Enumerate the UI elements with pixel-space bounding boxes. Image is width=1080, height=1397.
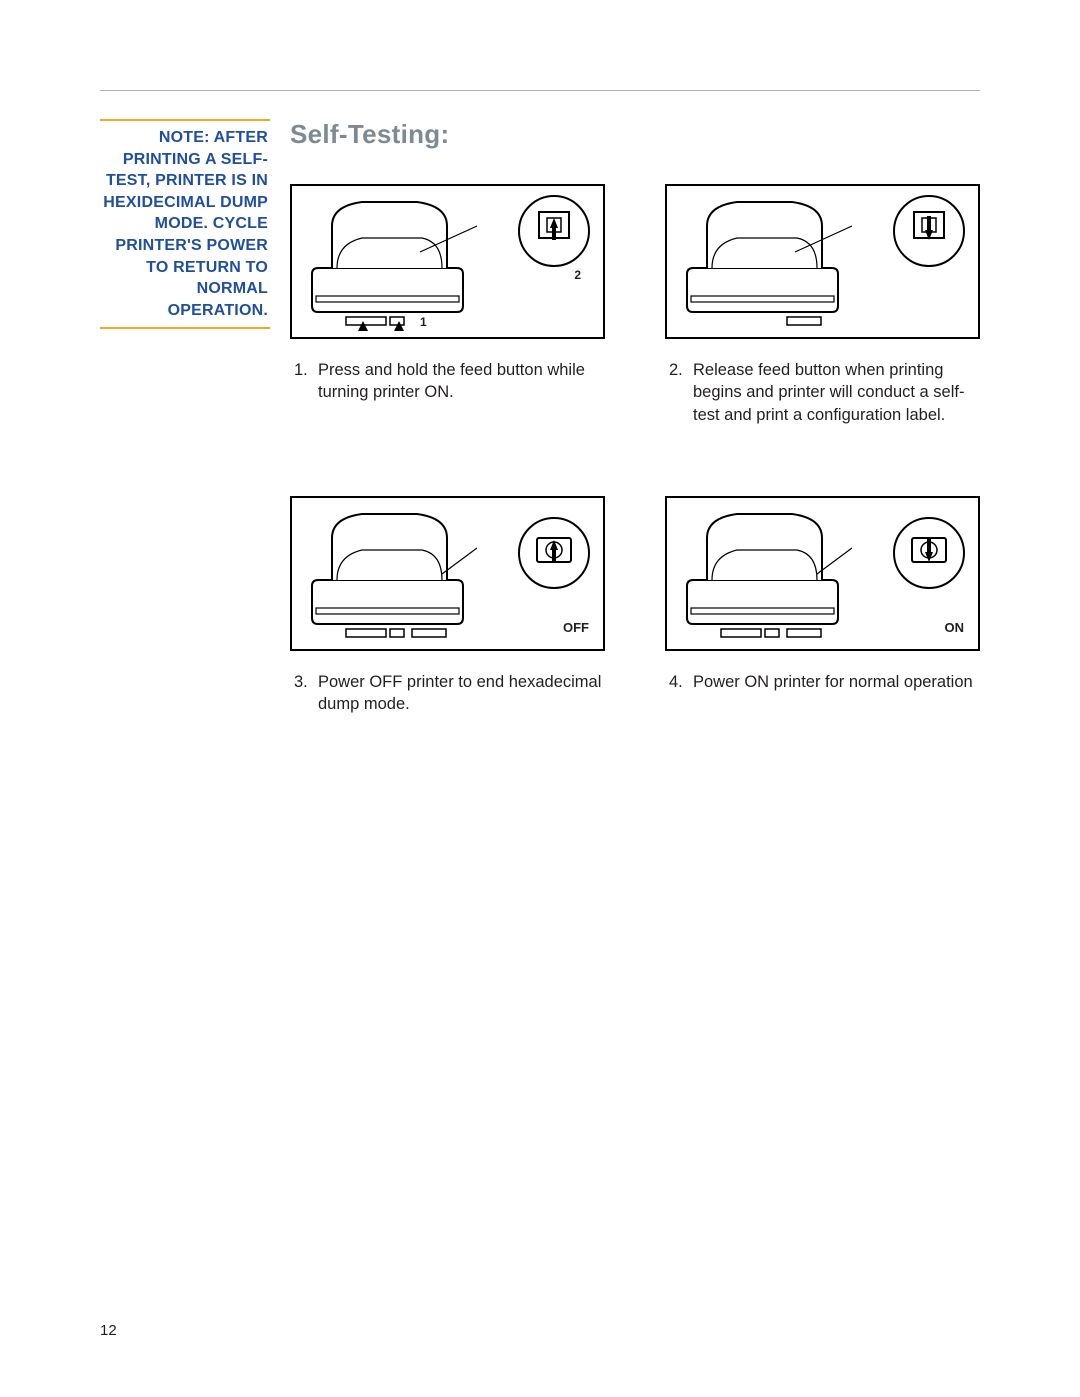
figure-3: OFF xyxy=(290,496,605,651)
detail-circle-icon xyxy=(517,516,591,590)
caption-text: Power ON printer for normal operation xyxy=(693,671,980,693)
step-4: ON 4. Power ON printer for normal operat… xyxy=(665,496,980,716)
figure-4: ON xyxy=(665,496,980,651)
top-rule xyxy=(100,90,980,91)
main-content: Self-Testing: xyxy=(290,119,980,715)
caption-num: 3. xyxy=(290,671,318,716)
caption-4: 4. Power ON printer for normal operation xyxy=(665,671,980,693)
step-1: 2 1 1. Press and hold the feed button wh… xyxy=(290,184,605,426)
note-box: NOTE: AFTER PRINTING A SELF-TEST, PRINTE… xyxy=(100,119,270,329)
note-text: NOTE: AFTER PRINTING A SELF-TEST, PRINTE… xyxy=(103,129,268,319)
caption-text: Power OFF printer to end hexadecimal dum… xyxy=(318,671,605,716)
annotation-2: 2 xyxy=(574,268,581,282)
sidebar: NOTE: AFTER PRINTING A SELF-TEST, PRINTE… xyxy=(100,119,270,329)
detail-circle-icon xyxy=(892,194,966,268)
detail-circle-icon xyxy=(892,516,966,590)
caption-3: 3. Power OFF printer to end hexadecimal … xyxy=(290,671,605,716)
figure-label-off: OFF xyxy=(563,620,589,635)
section-title: Self-Testing: xyxy=(290,119,980,150)
caption-text: Release feed button when printing begins… xyxy=(693,359,980,426)
caption-num: 4. xyxy=(665,671,693,693)
printer-icon xyxy=(302,196,477,331)
caption-num: 2. xyxy=(665,359,693,426)
page-number: 12 xyxy=(100,1322,117,1339)
printer-icon xyxy=(677,508,852,643)
caption-1: 1. Press and hold the feed button while … xyxy=(290,359,605,404)
page: NOTE: AFTER PRINTING A SELF-TEST, PRINTE… xyxy=(0,0,1080,1397)
caption-num: 1. xyxy=(290,359,318,404)
step-3: OFF 3. Power OFF printer to end hexadeci… xyxy=(290,496,605,716)
figure-label-on: ON xyxy=(945,620,965,635)
step-2: 2. Release feed button when printing beg… xyxy=(665,184,980,426)
figure-2 xyxy=(665,184,980,339)
printer-icon xyxy=(302,508,477,643)
content-row: NOTE: AFTER PRINTING A SELF-TEST, PRINTE… xyxy=(100,119,980,715)
detail-circle-icon xyxy=(517,194,591,268)
annotation-1: 1 xyxy=(420,315,427,329)
figure-1: 2 1 xyxy=(290,184,605,339)
steps-grid: 2 1 1. Press and hold the feed button wh… xyxy=(290,184,980,715)
printer-icon xyxy=(677,196,852,331)
caption-2: 2. Release feed button when printing beg… xyxy=(665,359,980,426)
caption-text: Press and hold the feed button while tur… xyxy=(318,359,605,404)
